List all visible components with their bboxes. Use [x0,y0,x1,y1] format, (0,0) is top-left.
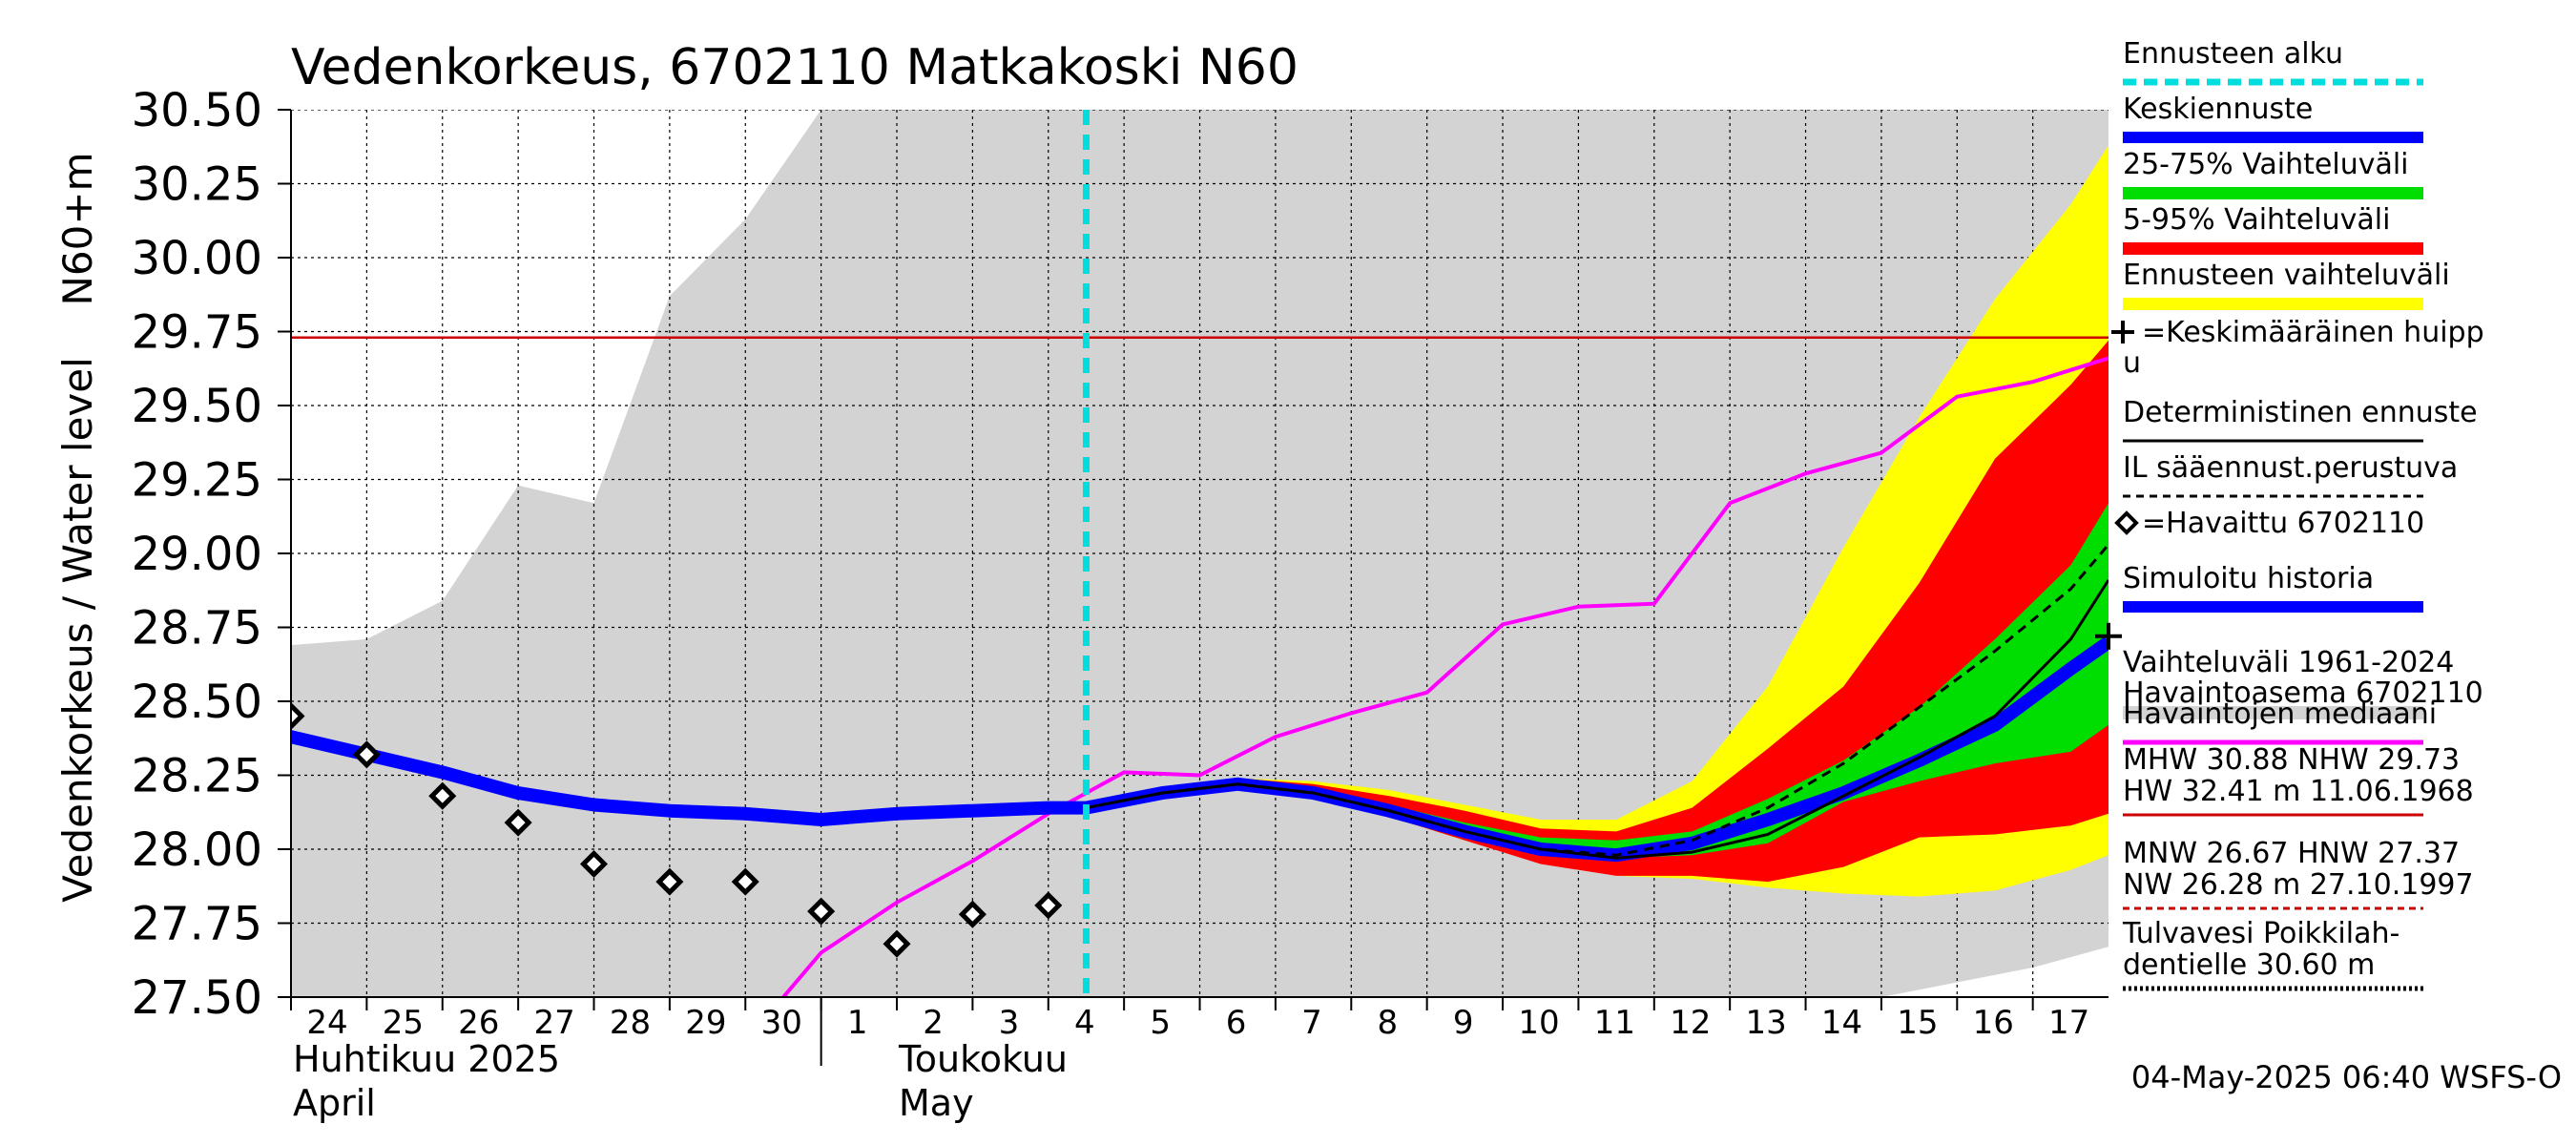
x-tick-label: 15 [1897,1004,1938,1042]
x-tick-label: 1 [847,1004,868,1042]
weather-forecast-line [1086,543,2109,857]
observed-points [291,701,1063,958]
legend-label: 5-95% Vaihteluväli [2123,203,2390,237]
x-tick-label: 7 [1301,1004,1322,1042]
legend-label: Havaintojen mediaani [2123,697,2437,731]
legend-diamond-icon [2114,510,2139,535]
y-tick-label: 27.50 [132,971,262,1025]
x-tick-label: 30 [761,1004,802,1042]
x-tick-label: 5 [1150,1004,1171,1042]
observed-point [1034,891,1063,920]
legend-label: =Keskimääräinen huipp [2142,316,2484,349]
x-tick-label: 2 [923,1004,944,1042]
y-tick-label: 30.25 [132,158,262,212]
legend-label-cont: Havaintoasema 6702110 [2123,677,2483,710]
stats-line: NW 26.28 m 27.10.1997 [2123,868,2474,902]
y-tick-label: 30.00 [132,232,262,285]
stats-line: MHW 30.88 NHW 29.73 [2123,743,2460,777]
month-label: May [899,1082,974,1124]
plot-area [291,110,2109,997]
legend-label: Ennusteen vaihteluväli [2123,259,2450,292]
x-tick-label: 27 [533,1004,574,1042]
stats-line: MNW 26.67 HNW 27.37 [2123,837,2460,870]
stats-line: Tulvavesi Poikkilah- [2122,917,2399,950]
stats-line: dentielle 30.60 m [2123,948,2375,982]
observed-point [807,897,836,926]
legend-swatch-gray [2123,706,2423,719]
observed-point [655,867,684,896]
y-tick-label: 28.75 [132,602,262,656]
observed-point [504,808,532,837]
legend-label: 25-75% Vaihteluväli [2123,148,2409,181]
legend-label-cont: u [2123,346,2141,380]
p25-75-band [1086,503,2109,859]
y-axis-unit: N60+m [54,153,101,306]
x-tick-label: 29 [685,1004,726,1042]
y-tick-label: 28.25 [132,750,262,803]
x-tick-label: 6 [1226,1004,1247,1042]
x-tick-label: 4 [1074,1004,1095,1042]
legend [2111,78,2423,745]
chart-title: Vedenkorkeus, 6702110 Matkakoski N60 [291,39,1298,96]
legend-label: Deterministinen ennuste [2123,396,2478,429]
observed-point [428,781,457,810]
observed-point [291,701,305,731]
x-tick-label: 9 [1453,1004,1474,1042]
legend-label: =Havaittu 6702110 [2142,507,2424,540]
x-tick-label: 13 [1746,1004,1787,1042]
month-label: April [293,1082,376,1124]
x-tick-label: 25 [383,1004,424,1042]
observed-point [883,929,911,958]
x-tick-label: 8 [1377,1004,1398,1042]
x-tick-label: 17 [2048,1004,2089,1042]
x-tick-label: 3 [999,1004,1020,1042]
month-label: Toukokuu [898,1038,1068,1080]
month-label: Huhtikuu 2025 [293,1038,560,1080]
x-tick-label: 24 [306,1004,347,1042]
legend-label: Vaihteluväli 1961-2024 [2123,646,2454,679]
y-tick-label: 29.00 [132,528,262,581]
y-tick-label: 29.25 [132,454,262,508]
p5-95-band [1086,340,2109,883]
y-tick-label: 29.75 [132,306,262,360]
x-tick-label: 14 [1821,1004,1862,1042]
x-tick-label: 26 [458,1004,499,1042]
legend-swatch-red [2123,242,2423,255]
observed-point [958,900,987,928]
simulated-history-line [291,730,1093,826]
x-tick-label: 16 [1973,1004,2014,1042]
observation-median-line [781,356,2109,997]
y-axis-label: Vedenkorkeus / Water level [54,357,101,903]
y-tick-label: 28.50 [132,676,262,729]
legend-swatch-yellow [2123,298,2423,310]
timestamp-footer: 04-May-2025 06:40 WSFS-O [2131,1059,2562,1095]
legend-label: Ennusteen alku [2123,37,2343,71]
y-tick-label: 27.75 [132,898,262,951]
y-tick-label: 28.00 [132,823,262,877]
observed-point [731,867,759,896]
legend-label: IL sääennust.perustuva [2123,451,2458,485]
x-tick-label: 10 [1518,1004,1559,1042]
observed-point [579,849,609,879]
observed-point [352,740,381,769]
x-tick-label: 11 [1594,1004,1635,1042]
legend-label: Keskiennuste [2123,93,2313,126]
stats-line: HW 32.41 m 11.06.1968 [2123,775,2474,808]
x-tick-label: 12 [1670,1004,1711,1042]
legend-label: Simuloitu historia [2123,562,2374,595]
legend-swatch-green [2123,187,2423,199]
y-tick-label: 30.50 [132,84,262,137]
x-tick-label: 28 [610,1004,651,1042]
y-tick-label: 29.50 [132,380,262,433]
